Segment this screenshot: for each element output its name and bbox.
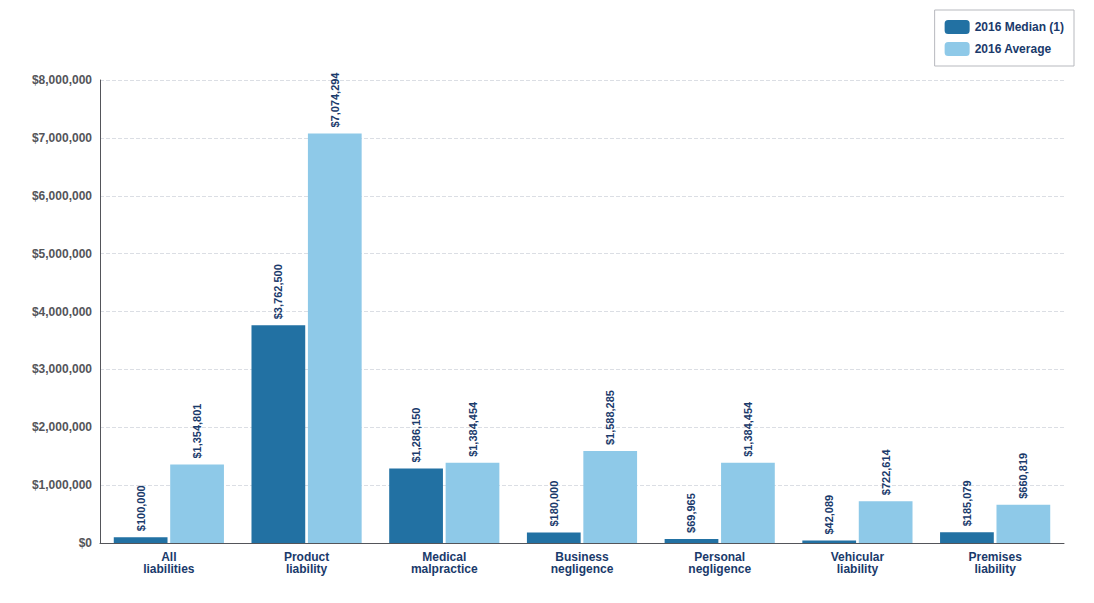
svg-text:All: All [161,550,177,564]
svg-text:$2,000,000: $2,000,000 [32,420,92,434]
svg-text:$185,079: $185,079 [961,480,973,526]
svg-text:liability: liability [286,562,328,576]
svg-text:Product: Product [283,550,330,564]
svg-text:Premises: Premises [968,550,1022,564]
svg-text:$69,965: $69,965 [685,493,697,533]
svg-text:negligence: negligence [551,562,614,576]
svg-text:$180,000: $180,000 [548,481,560,527]
svg-text:Personal: Personal [694,550,746,564]
svg-text:$1,354,801: $1,354,801 [191,404,203,459]
svg-text:$1,000,000: $1,000,000 [32,478,92,492]
svg-text:$4,000,000: $4,000,000 [32,305,92,319]
svg-text:$100,000: $100,000 [135,485,147,531]
svg-text:$6,000,000: $6,000,000 [32,189,92,203]
svg-text:$42,089: $42,089 [823,495,835,535]
svg-text:Medical: Medical [422,550,467,564]
svg-text:2016 Average: 2016 Average [975,42,1052,56]
svg-text:Business: Business [555,550,609,564]
svg-text:$3,000,000: $3,000,000 [32,362,92,376]
svg-text:negligence: negligence [688,562,751,576]
svg-text:$1,384,454: $1,384,454 [742,401,754,457]
svg-text:$660,819: $660,819 [1017,453,1029,499]
svg-text:$1,286,150: $1,286,150 [410,408,422,463]
svg-text:$3,762,500: $3,762,500 [272,264,284,319]
svg-text:liability: liability [837,562,879,576]
svg-text:liability: liability [974,562,1016,576]
svg-text:$7,074,294: $7,074,294 [329,72,341,128]
svg-text:$7,000,000: $7,000,000 [32,131,92,145]
svg-text:$1,588,285: $1,588,285 [604,390,616,445]
svg-text:2016 Median (1): 2016 Median (1) [975,20,1064,34]
svg-text:$0: $0 [79,536,93,550]
svg-text:$5,000,000: $5,000,000 [32,247,92,261]
svg-text:$1,384,454: $1,384,454 [467,401,479,457]
svg-text:malpractice: malpractice [411,562,478,576]
svg-text:Vehicular: Vehicular [830,550,885,564]
svg-text:$722,614: $722,614 [880,448,892,495]
svg-text:$8,000,000: $8,000,000 [32,73,92,87]
svg-text:liabilities: liabilities [143,562,195,576]
